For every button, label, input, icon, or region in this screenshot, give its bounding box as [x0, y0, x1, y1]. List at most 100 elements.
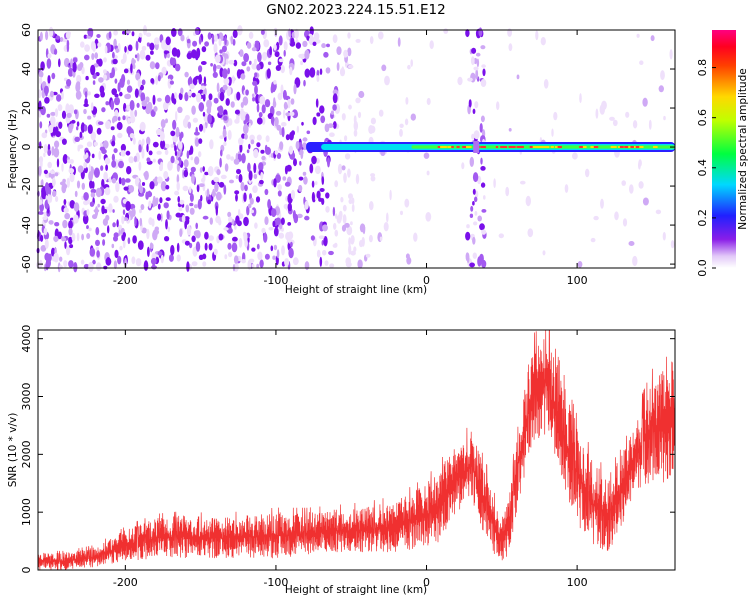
- spectrogram-speckle: [179, 199, 185, 205]
- spectrogram-speckle: [101, 107, 106, 113]
- spectrogram-speckle: [82, 214, 89, 225]
- spectrogram-speckle: [269, 46, 272, 56]
- spectrogram-speckle: [321, 198, 325, 205]
- spectrogram-speckle: [198, 183, 205, 188]
- spectrogram-speckle: [240, 181, 245, 192]
- spectrogram-speckle: [225, 58, 229, 65]
- spectrogram-speckle: [230, 101, 235, 108]
- spectrogram-speckle: [461, 162, 465, 170]
- spectrogram-speckle: [572, 152, 578, 160]
- spectrogram-speckle: [472, 252, 477, 259]
- spectrogram-speckle: [270, 116, 275, 125]
- spectrogram-speckle: [156, 150, 162, 155]
- spectrogram-speckle: [43, 152, 46, 158]
- spectrogram-speckle: [45, 30, 49, 41]
- spectrogram-speckle: [313, 32, 320, 41]
- spectrogram-speckle: [65, 31, 71, 40]
- spectrogram-speckle: [242, 96, 249, 106]
- spectrogram-speckle: [43, 211, 47, 217]
- spectrogram-speckle: [112, 51, 115, 59]
- spectrogram-speckle: [68, 104, 74, 115]
- spectrogram-speckle: [344, 153, 351, 160]
- spectrogram-speckle: [112, 209, 115, 213]
- spectrogram-speckle: [111, 243, 115, 249]
- spectrogram-speckle: [74, 190, 78, 198]
- spectrogram-speckle: [404, 118, 409, 126]
- spectrogram-speckle: [660, 70, 665, 81]
- signal-band-peak: [633, 146, 637, 148]
- spectrogram-speckle: [198, 102, 205, 112]
- spectrogram-speckle: [202, 174, 206, 183]
- signal-band-peak: [518, 146, 524, 148]
- spectrogram-speckle: [44, 182, 49, 193]
- signal-band-peak: [617, 146, 622, 148]
- spectrogram-speckle: [480, 115, 485, 123]
- spectrogram-speckle: [303, 176, 308, 185]
- spectrogram-speckle: [37, 89, 42, 99]
- signal-band-peak: [495, 146, 499, 148]
- spectrogram-speckle: [281, 122, 287, 127]
- spectrogram-speckle: [227, 67, 231, 75]
- spectrogram-speckle: [198, 123, 204, 132]
- spectrogram-speckle: [39, 76, 43, 85]
- spectrogram-speckle: [230, 35, 234, 45]
- spectrogram-speckle: [257, 52, 262, 63]
- spectrogram-speckle: [304, 215, 310, 221]
- spectrogram-speckle: [410, 59, 414, 67]
- spectrogram-speckle: [263, 232, 268, 243]
- spectrogram-speckle: [84, 98, 88, 106]
- spectrogram-speckle: [111, 67, 115, 78]
- spectrogram-speckle: [224, 163, 229, 172]
- spectrogram-speckle: [131, 256, 136, 265]
- spectrogram-speckle: [146, 228, 150, 240]
- spectrogram-speckle: [214, 34, 218, 42]
- spectrogram-speckle: [327, 157, 330, 168]
- spectrogram-speckle: [468, 99, 472, 108]
- spectrogram-speckle: [304, 261, 310, 271]
- spectrogram-speckle: [161, 66, 167, 76]
- spectrogram-speckle: [165, 36, 171, 46]
- spectrogram-speckle: [83, 200, 89, 206]
- spectrogram-speckle: [136, 52, 140, 62]
- spectrogram-signal-band: [306, 141, 675, 153]
- spectrogram-speckle: [284, 165, 288, 175]
- spectrogram-speckle: [600, 198, 604, 209]
- spectrogram-speckle: [126, 166, 132, 175]
- spectrogram-speckle: [163, 202, 169, 209]
- spectrogram-speckle: [95, 239, 100, 247]
- spectrogram-speckle: [140, 92, 146, 102]
- spectrogram-speckle: [579, 93, 582, 104]
- spectrogram-speckle: [150, 50, 154, 55]
- spectrogram-speckle: [85, 75, 89, 81]
- spectrogram-speckle: [41, 190, 47, 200]
- spectrogram-x-label: Height of straight line (km): [285, 284, 427, 296]
- spectrogram-speckle: [164, 143, 170, 149]
- spectrogram-speckle: [216, 82, 220, 93]
- spectrogram-speckle: [184, 114, 190, 121]
- spectrogram-speckle: [629, 184, 634, 194]
- spectrogram-speckle: [274, 51, 280, 58]
- spectrogram-speckle: [479, 223, 485, 231]
- spectrogram-speckle: [481, 64, 486, 68]
- spectrogram-speckle: [149, 242, 154, 250]
- spectrogram-speckle: [54, 172, 59, 177]
- spectrogram-speckle: [135, 258, 142, 267]
- spectrogram-speckle: [76, 121, 80, 127]
- spectrogram-speckle: [53, 252, 59, 263]
- spectrogram-speckle: [81, 182, 86, 190]
- spectrogram-speckle: [311, 155, 317, 165]
- spectrogram-speckle: [425, 212, 432, 222]
- spectrogram-speckle: [69, 172, 75, 183]
- spectrogram-speckle: [336, 214, 342, 224]
- spectrogram-speckle: [298, 184, 303, 192]
- spectrogram-speckle: [246, 205, 250, 216]
- spectrogram-speckle: [148, 150, 153, 156]
- spectrogram-speckle: [248, 122, 251, 128]
- spectrogram-speckle: [88, 164, 92, 173]
- spectrogram-speckle: [254, 222, 258, 229]
- spectrogram-speckle: [127, 117, 131, 125]
- spectrogram-speckle: [141, 182, 146, 186]
- signal-band-peak: [437, 146, 442, 148]
- spectrogram-speckle: [206, 188, 210, 198]
- spectrogram-speckle: [75, 90, 82, 100]
